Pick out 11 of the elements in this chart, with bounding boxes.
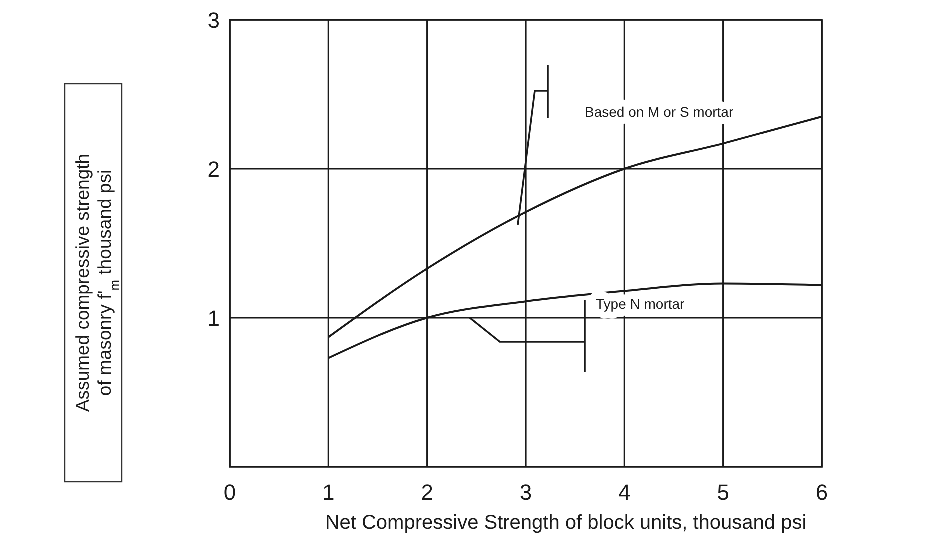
y-tick-label: 3 — [208, 8, 220, 33]
x-tick-label: 1 — [322, 480, 335, 505]
y-tick-label: 1 — [208, 306, 220, 331]
x-tick-label: 2 — [421, 480, 434, 505]
x-tick-label: 5 — [717, 480, 730, 505]
x-tick-label: 0 — [224, 480, 236, 505]
x-axis-title: Net Compressive Strength of block units, thousand psi — [325, 512, 807, 534]
x-tick-label: 6 — [816, 480, 828, 505]
x-tick-label: 4 — [618, 480, 631, 505]
y-tick-label: 2 — [208, 157, 220, 182]
x-tick-label: 3 — [520, 480, 532, 505]
